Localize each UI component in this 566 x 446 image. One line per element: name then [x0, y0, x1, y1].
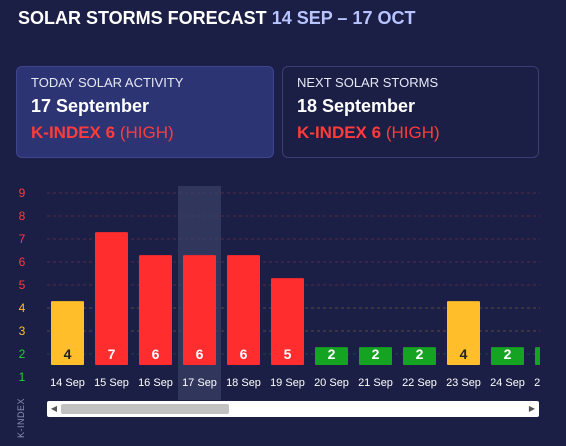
- bar-18-sep: [227, 255, 260, 365]
- bar-value-label: 2: [328, 346, 336, 362]
- bar-value-label: 2: [372, 346, 380, 362]
- x-tick-label: 17 Sep: [182, 377, 217, 389]
- bar-value-label: 6: [196, 346, 204, 362]
- bar-value-label: 4: [64, 346, 72, 362]
- x-tick-label: 24 Sep: [490, 377, 525, 389]
- bar-value-label: 6: [152, 346, 160, 362]
- bar-value-label: 2: [504, 346, 512, 362]
- x-tick-label: 18 Sep: [226, 377, 261, 389]
- y-tick-label: 7: [19, 232, 26, 246]
- bar-15-sep: [95, 232, 128, 365]
- y-tick-label: 8: [19, 209, 26, 223]
- today-activity-card[interactable]: TODAY SOLAR ACTIVITY 17 September K-INDE…: [16, 66, 274, 158]
- scrollbar-thumb[interactable]: [61, 404, 229, 414]
- bar-value-label: 5: [284, 346, 292, 362]
- bar-23-sep: [447, 301, 480, 365]
- y-tick-label: 4: [19, 301, 26, 315]
- bar-19-sep: [271, 278, 304, 365]
- y-tick-label: 9: [19, 186, 26, 200]
- y-tick-label: 1: [19, 370, 26, 384]
- bar-value-label: 7: [108, 346, 116, 362]
- title-date-range: 14 SEP – 17 OCT: [271, 8, 416, 28]
- next-storms-card[interactable]: NEXT SOLAR STORMS 18 September K-INDEX 6…: [282, 66, 539, 158]
- today-level: (HIGH): [119, 123, 174, 142]
- x-tick-label: 19 Sep: [270, 377, 305, 389]
- bar-25-sep: [535, 347, 540, 365]
- y-tick-label: 3: [19, 324, 26, 338]
- y-tick-label: 2: [19, 347, 26, 361]
- today-date: 17 September: [31, 96, 150, 116]
- chart-scrollbar[interactable]: ◀ ▶: [47, 401, 539, 417]
- bar-value-label: 2: [416, 346, 424, 362]
- x-tick-label: 23 Sep: [446, 377, 481, 389]
- today-kindex: K-INDEX 6: [31, 123, 116, 142]
- bar-value-label: 4: [460, 346, 468, 362]
- x-tick-label: 22 Sep: [402, 377, 437, 389]
- bar-14-sep: [51, 301, 84, 365]
- today-heading: TODAY SOLAR ACTIVITY: [31, 75, 184, 90]
- next-level: (HIGH): [385, 123, 440, 142]
- bar-value-label: 2: [548, 346, 556, 362]
- next-kindex: K-INDEX 6: [297, 123, 382, 142]
- y-axis-label: K-INDEX: [16, 397, 26, 438]
- title-text: SOLAR STORMS FORECAST: [18, 8, 267, 28]
- bar-17-sep: [183, 255, 216, 365]
- bar-22-sep: [403, 347, 436, 365]
- chart-bars: 4 14 Sep 7 15 Sep 6 16 Sep 6 17 Sep 6 18 Sep 5 19 S…: [50, 186, 566, 400]
- triangle-left-icon[interactable]: ◀: [50, 404, 58, 413]
- x-tick-label: 16 Sep: [138, 377, 173, 389]
- triangle-right-icon[interactable]: ▶: [528, 404, 536, 413]
- x-tick-label: 25 Sep: [534, 377, 566, 389]
- bar-24-sep: [491, 347, 524, 365]
- bar-21-sep: [359, 347, 392, 365]
- bar-16-sep: [139, 255, 172, 365]
- bar-value-label: 6: [240, 346, 248, 362]
- y-tick-label: 6: [19, 255, 26, 269]
- x-tick-label: 15 Sep: [94, 377, 129, 389]
- next-heading: NEXT SOLAR STORMS: [297, 75, 439, 90]
- next-kindex-line: K-INDEX 6 (HIGH): [297, 123, 524, 143]
- y-axis-ticks: 1 2 3 4 5 6 7 8 9: [19, 186, 26, 384]
- x-tick-label: 21 Sep: [358, 377, 393, 389]
- x-tick-label: 20 Sep: [314, 377, 349, 389]
- y-tick-label: 5: [19, 278, 26, 292]
- page-title: SOLAR STORMS FORECAST 14 SEP – 17 OCT: [18, 8, 415, 29]
- bar-20-sep: [315, 347, 348, 365]
- today-kindex-line: K-INDEX 6 (HIGH): [31, 123, 259, 143]
- x-tick-label: 14 Sep: [50, 377, 85, 389]
- next-date: 18 September: [297, 96, 416, 116]
